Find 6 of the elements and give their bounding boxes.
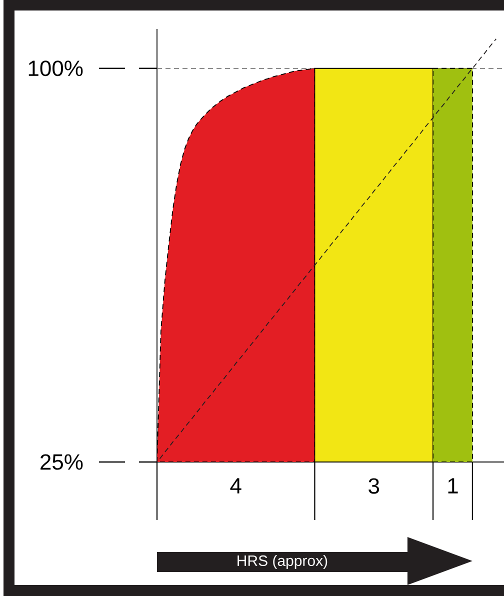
text: 3 [368, 478, 380, 494]
text: 4 [230, 478, 242, 494]
y-tick-label: 25% [40, 454, 83, 470]
text: 1 [448, 478, 458, 494]
text: HRS (approx) [238, 555, 328, 569]
y-tick-label: 100% [28, 60, 83, 76]
